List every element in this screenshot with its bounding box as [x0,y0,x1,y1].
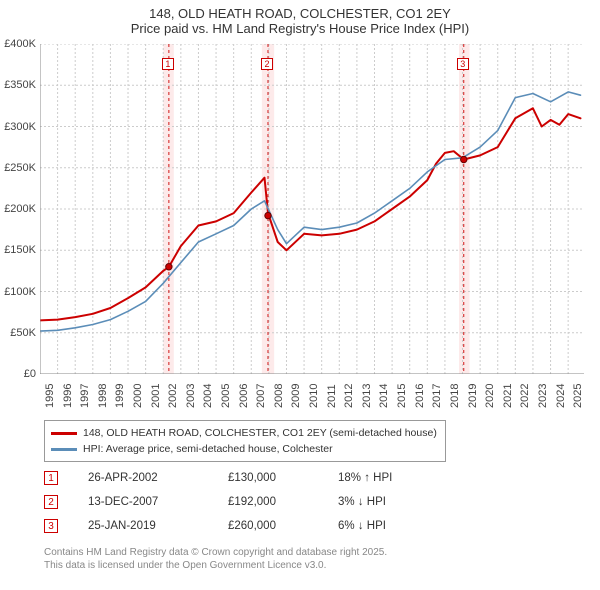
sale-diff: 6% ↓ HPI [338,520,386,532]
sales-row: 3 25-JAN-2019 £260,000 6% ↓ HPI [44,514,392,538]
sale-marker-box: 1 [44,471,58,485]
x-tick-label: 1996 [62,384,74,408]
x-tick-label: 2004 [202,384,214,408]
y-tick-label: £250K [4,162,36,174]
legend-swatch [51,432,77,435]
footer: Contains HM Land Registry data © Crown c… [44,546,387,572]
chart-marker-box: 2 [261,58,273,70]
y-tick-label: £350K [4,79,36,91]
chart-area: £0£50K£100K£150K£200K£250K£300K£350K£400… [40,44,584,374]
x-tick-label: 2018 [449,384,461,408]
chart-container: 148, OLD HEATH ROAD, COLCHESTER, CO1 2EY… [0,0,600,590]
x-tick-label: 2005 [220,384,232,408]
x-tick-label: 2019 [467,384,479,408]
sale-price: £192,000 [228,496,338,508]
x-tick-label: 2021 [502,384,514,408]
x-tick-label: 2012 [343,384,355,408]
legend-label: HPI: Average price, semi-detached house,… [83,441,333,457]
sales-row: 1 26-APR-2002 £130,000 18% ↑ HPI [44,466,392,490]
legend-label: 148, OLD HEATH ROAD, COLCHESTER, CO1 2EY… [83,425,437,441]
y-tick-label: £150K [4,244,36,256]
sale-marker-box: 3 [44,519,58,533]
y-tick-label: £400K [4,38,36,50]
legend: 148, OLD HEATH ROAD, COLCHESTER, CO1 2EY… [44,420,446,462]
sale-diff: 3% ↓ HPI [338,496,386,508]
x-tick-label: 2024 [555,384,567,408]
x-tick-label: 2022 [519,384,531,408]
sale-diff: 18% ↑ HPI [338,472,392,484]
legend-swatch [51,448,77,451]
x-tick-label: 2025 [572,384,584,408]
chart-marker-box: 3 [457,58,469,70]
y-tick-label: £100K [4,286,36,298]
y-tick-label: £200K [4,203,36,215]
x-tick-label: 1997 [79,384,91,408]
x-tick-label: 2015 [396,384,408,408]
footer-line-2: This data is licensed under the Open Gov… [44,559,387,572]
sale-price: £260,000 [228,520,338,532]
x-tick-label: 1995 [44,384,56,408]
sale-date: 13-DEC-2007 [88,496,228,508]
sales-table: 1 26-APR-2002 £130,000 18% ↑ HPI 2 13-DE… [44,466,392,538]
sales-row: 2 13-DEC-2007 £192,000 3% ↓ HPI [44,490,392,514]
title-block: 148, OLD HEATH ROAD, COLCHESTER, CO1 2EY… [0,0,600,36]
x-tick-label: 2014 [378,384,390,408]
x-tick-label: 2002 [167,384,179,408]
x-tick-label: 2001 [150,384,162,408]
x-tick-label: 2006 [238,384,250,408]
x-tick-label: 2016 [414,384,426,408]
x-tick-label: 2003 [185,384,197,408]
x-tick-label: 2020 [484,384,496,408]
sale-marker-box: 2 [44,495,58,509]
x-tick-label: 1999 [114,384,126,408]
x-tick-label: 2000 [132,384,144,408]
legend-item: HPI: Average price, semi-detached house,… [51,441,437,457]
title-line-2: Price paid vs. HM Land Registry's House … [0,21,600,36]
x-tick-label: 2013 [361,384,373,408]
sale-price: £130,000 [228,472,338,484]
x-tick-label: 2023 [537,384,549,408]
x-tick-label: 2017 [431,384,443,408]
plot-svg [40,44,584,374]
x-tick-label: 2009 [290,384,302,408]
chart-marker-box: 1 [162,58,174,70]
sale-date: 25-JAN-2019 [88,520,228,532]
x-tick-label: 1998 [97,384,109,408]
sale-date: 26-APR-2002 [88,472,228,484]
y-tick-label: £300K [4,121,36,133]
legend-item: 148, OLD HEATH ROAD, COLCHESTER, CO1 2EY… [51,425,437,441]
y-tick-label: £50K [10,327,36,339]
x-tick-label: 2010 [308,384,320,408]
x-tick-label: 2007 [255,384,267,408]
x-tick-label: 2008 [273,384,285,408]
y-tick-label: £0 [24,368,36,380]
footer-line-1: Contains HM Land Registry data © Crown c… [44,546,387,559]
title-line-1: 148, OLD HEATH ROAD, COLCHESTER, CO1 2EY [0,6,600,21]
x-tick-label: 2011 [326,384,338,408]
